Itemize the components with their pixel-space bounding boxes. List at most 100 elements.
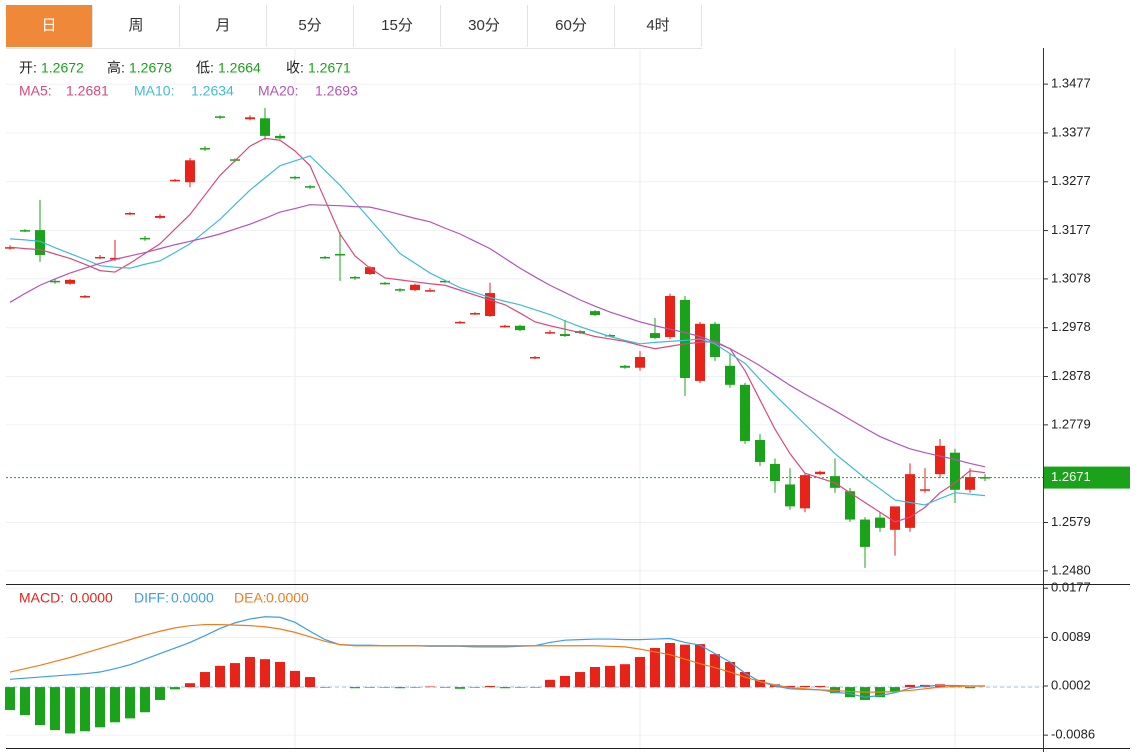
period-tab[interactable]: 15分 <box>354 5 441 47</box>
macd-bar <box>185 683 195 688</box>
candle-body <box>740 384 750 441</box>
y-tick-label: 1.2978 <box>1051 319 1091 334</box>
y-tick-label: 0.0002 <box>1051 677 1091 692</box>
macd-bar <box>215 665 225 688</box>
candle-body <box>770 463 780 481</box>
candle-body <box>50 280 60 283</box>
candle-body <box>35 230 45 255</box>
period-tab[interactable]: 日 <box>6 5 93 47</box>
candle-body <box>185 160 195 183</box>
macd-bar <box>695 644 705 688</box>
macd-bar <box>800 685 810 688</box>
candle-body <box>290 176 300 179</box>
macd-bar <box>125 687 135 719</box>
candle-body <box>200 148 210 150</box>
macd-bar <box>365 687 375 688</box>
candle-body <box>500 325 510 328</box>
indicator-line <box>9 155 986 506</box>
candle-body <box>5 247 15 249</box>
indicator-line <box>9 204 986 468</box>
macd-bar <box>815 685 825 688</box>
macd-bar <box>590 667 600 688</box>
y-tick-label: 1.3078 <box>1051 270 1091 285</box>
macd-bar <box>425 686 435 688</box>
ohlc-label: 开: <box>19 60 37 76</box>
legend-value: 0.0000 <box>266 590 309 606</box>
macd-bar <box>230 663 240 688</box>
macd-bar <box>560 675 570 688</box>
candle-body <box>170 179 180 182</box>
candle-body <box>380 282 390 285</box>
candle-body <box>785 484 795 507</box>
period-tab[interactable]: 60分 <box>528 5 615 47</box>
macd-bar <box>260 659 270 688</box>
candle-body <box>545 332 555 334</box>
macd-bar <box>95 687 105 728</box>
macd-bar <box>545 679 555 688</box>
y-tick-label: 1.2779 <box>1051 416 1091 431</box>
candle-body <box>560 334 570 337</box>
ohlc-label: 低: <box>196 60 214 76</box>
macd-bar <box>515 687 525 688</box>
macd-bar <box>650 648 660 688</box>
macd-bar <box>80 687 90 732</box>
candle-body <box>470 313 480 315</box>
period-tab[interactable]: 30分 <box>441 5 528 47</box>
candle-body <box>80 295 90 298</box>
legend-value: 0.0000 <box>171 590 214 606</box>
y-tick-label: 1.3377 <box>1051 124 1091 139</box>
macd-bar <box>200 672 210 688</box>
candle-body <box>275 135 285 139</box>
macd-bar <box>50 687 60 731</box>
legend-label: DIFF: <box>134 590 169 606</box>
candle-body <box>665 295 675 337</box>
candle-body <box>515 325 525 331</box>
period-tab[interactable]: 5分 <box>267 5 354 47</box>
period-tab[interactable]: 月 <box>180 5 267 47</box>
period-tabs: 日周月 5分 15分 30分 60分 4时 <box>6 5 702 49</box>
macd-bar <box>290 670 300 688</box>
y-tick-label: 1.2878 <box>1051 368 1091 383</box>
candle-body <box>920 489 930 491</box>
macd-bar <box>455 687 465 689</box>
macd-bar <box>380 687 390 688</box>
macd-bar <box>35 687 45 726</box>
macd-bar <box>710 654 720 688</box>
ohlc-label: 高: <box>107 60 125 76</box>
candle-body <box>620 365 630 368</box>
period-tab[interactable]: 周 <box>93 5 180 47</box>
macd-bar <box>500 687 510 689</box>
macd-bar <box>485 685 495 688</box>
legend-value: 1.2634 <box>191 83 234 99</box>
candle-body <box>335 254 345 256</box>
candle-body <box>215 116 225 118</box>
candle-body <box>815 471 825 475</box>
macd-bar <box>905 684 915 688</box>
y-tick-label: 1.2579 <box>1051 514 1091 529</box>
candle-body <box>155 215 165 218</box>
candle-body <box>635 357 645 368</box>
macd-bar <box>65 687 75 734</box>
macd-bar <box>20 687 30 716</box>
legend-label: MA5: <box>19 83 52 99</box>
y-tick-label: 1.3177 <box>1051 222 1091 237</box>
macd-bar <box>680 644 690 688</box>
macd-bar <box>890 687 900 693</box>
macd-bar <box>530 687 540 688</box>
y-tick-label: 1.3477 <box>1051 76 1091 91</box>
ohlc-value: 1.2678 <box>129 60 172 76</box>
candle-body <box>455 321 465 324</box>
candle-body <box>980 477 990 479</box>
macd-bar <box>140 687 150 713</box>
candle-body <box>365 267 375 275</box>
candle-body <box>935 445 945 475</box>
last-price-box <box>1044 466 1130 489</box>
macd-bar <box>755 679 765 688</box>
candle-body <box>905 474 915 528</box>
ohlc-label: 收: <box>286 60 304 76</box>
indicator-line <box>9 623 985 693</box>
period-tab[interactable]: 4时 <box>615 5 702 47</box>
candle-body <box>965 477 975 490</box>
